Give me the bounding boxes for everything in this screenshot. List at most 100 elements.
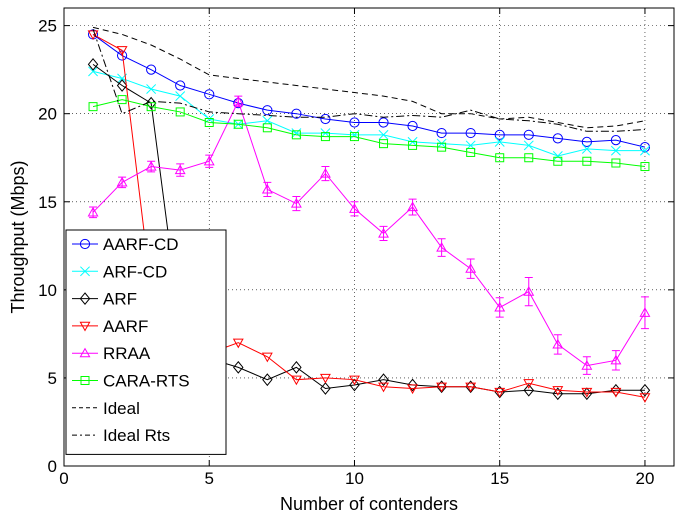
data-point: [407, 201, 419, 212]
y-tick-label: 0: [48, 457, 57, 476]
data-point: [203, 155, 215, 166]
data-point: [320, 382, 331, 395]
data-point: [145, 160, 157, 171]
series-aarf-cd: [87, 29, 651, 153]
data-point: [175, 107, 185, 117]
y-tick-label: 10: [38, 281, 57, 300]
data-point: [523, 285, 535, 296]
legend-label: CARA-RTS: [103, 372, 190, 391]
legend-label: AARF-CD: [103, 235, 179, 254]
data-point: [640, 162, 650, 172]
data-point: [582, 156, 592, 166]
data-point: [408, 140, 418, 150]
data-point: [233, 119, 243, 129]
data-point: [175, 80, 186, 91]
data-point: [437, 142, 447, 152]
legend-label: ARF-CD: [103, 262, 167, 281]
data-point: [204, 118, 214, 127]
series-line: [92, 100, 646, 367]
data-point: [465, 263, 477, 273]
data-point: [291, 128, 302, 139]
data-point: [610, 387, 622, 398]
data-point: [261, 183, 273, 194]
data-point: [494, 387, 506, 398]
legend-label: Ideal: [103, 399, 140, 418]
data-point: [87, 57, 99, 71]
data-point: [232, 338, 244, 349]
data-point: [262, 105, 273, 116]
data-point: [146, 64, 157, 75]
legend-item: AARF-CD: [72, 235, 179, 254]
data-point: [639, 307, 651, 317]
data-point: [116, 46, 128, 56]
error-bar: [582, 356, 591, 375]
series-cara-rts: [88, 95, 650, 172]
legend: AARF-CD ARF-CD ARF AARF RRAA CARA-RTS Ideal Ide…: [65, 229, 227, 455]
data-point: [494, 129, 505, 140]
data-point: [349, 375, 360, 386]
series-rraa: [87, 95, 651, 375]
data-point: [552, 151, 563, 161]
data-point: [524, 153, 534, 163]
series-layer: [87, 26, 651, 403]
data-point: [146, 102, 156, 112]
data-point: [204, 89, 215, 100]
data-point: [290, 375, 302, 386]
data-point: [436, 382, 448, 393]
x-tick-label: 15: [490, 469, 509, 488]
legend-box: [65, 229, 227, 455]
legend-marker: [79, 321, 91, 332]
axis-ticks: 0 5 10 15 20 0 5 10 15 20 25: [38, 8, 674, 488]
data-point: [349, 129, 360, 140]
data-point: [639, 393, 651, 403]
series-line: [92, 34, 646, 148]
data-point: [523, 140, 534, 151]
legend-marker: [80, 266, 90, 277]
error-bar: [524, 277, 533, 307]
data-point: [553, 156, 563, 166]
error-bar: [437, 238, 446, 257]
data-point: [407, 384, 419, 395]
legend-item: AARF: [72, 317, 148, 336]
legend-marker: [79, 238, 91, 250]
data-point: [378, 382, 389, 393]
data-point: [465, 127, 476, 139]
x-tick-label: 20: [635, 469, 654, 488]
data-point: [378, 117, 389, 128]
x-tick-label: 0: [59, 469, 68, 488]
data-point: [175, 91, 186, 102]
data-point: [552, 338, 564, 349]
y-tick-label: 15: [38, 193, 57, 212]
data-point: [291, 130, 301, 140]
y-tick-label: 20: [38, 105, 57, 124]
data-point: [88, 66, 99, 77]
data-point: [552, 133, 563, 144]
error-bar: [466, 258, 475, 279]
data-point: [88, 102, 98, 112]
data-point: [261, 352, 273, 363]
data-point: [379, 139, 389, 149]
legend-label: ARF: [103, 290, 137, 309]
data-point: [581, 387, 593, 398]
series-line: [92, 70, 645, 157]
data-point: [262, 373, 273, 387]
x-axis-label: Number of contenders: [280, 494, 458, 514]
legend-item: Ideal Rts: [72, 426, 170, 445]
data-point: [117, 95, 127, 105]
data-point: [233, 360, 244, 374]
series-ideal: [92, 26, 646, 129]
y-axis-label: Throughput (Mbps): [8, 160, 28, 313]
data-point: [495, 153, 505, 163]
data-point: [291, 108, 302, 119]
data-point: [87, 206, 99, 217]
data-point: [116, 79, 128, 92]
data-point: [116, 176, 128, 187]
x-tick-label: 5: [205, 469, 214, 488]
data-point: [319, 167, 331, 178]
data-point: [523, 383, 535, 397]
legend-item: ARF-CD: [72, 262, 167, 281]
data-point: [639, 383, 651, 397]
plot-frame: [63, 7, 675, 467]
data-point: [581, 359, 593, 370]
y-tick-label: 25: [38, 17, 57, 36]
